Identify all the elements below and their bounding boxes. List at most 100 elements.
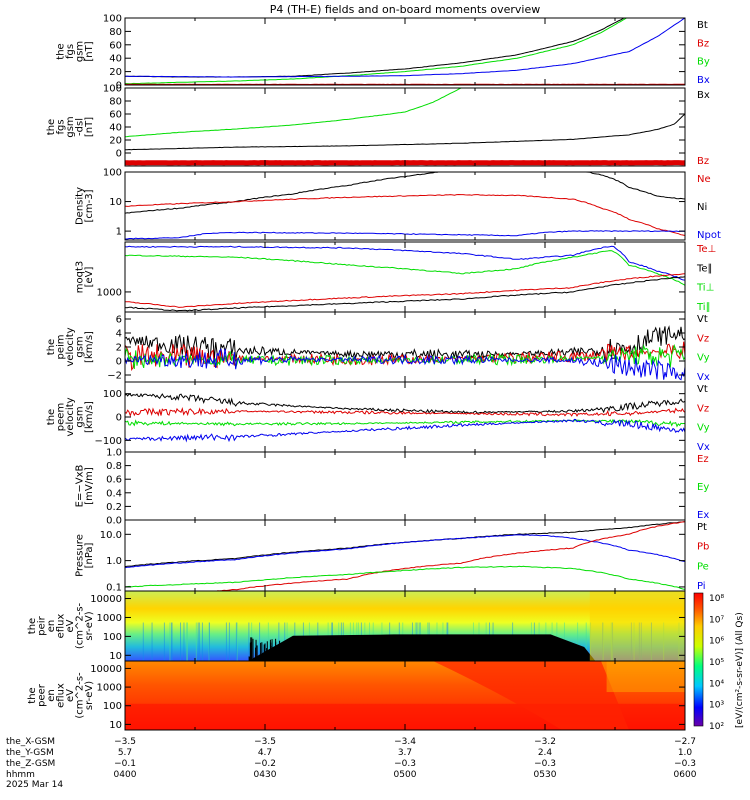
- y-label-line: the: [56, 43, 67, 59]
- ephem-value: −0.3: [534, 759, 556, 769]
- y-label-line: eflux: [56, 683, 67, 708]
- y-tick-label: 0.1: [106, 582, 122, 593]
- y-tick-label: 2: [116, 343, 122, 354]
- y-tick-label: 80: [109, 97, 122, 108]
- ephem-value: 2.4: [538, 748, 553, 758]
- legend-entry: Pt: [697, 522, 707, 533]
- y-label-line: en: [46, 689, 57, 702]
- panel-pressure: 10.0 1.0 0.1 Pressure[nPa] Pt Pb Pe Pi: [75, 519, 709, 593]
- spectrogram-region: [433, 661, 629, 730]
- ephem-value: −3.4: [394, 737, 416, 747]
- y-axis-label: moqt3[eV]: [75, 261, 96, 294]
- series-Pt: [125, 521, 685, 568]
- series-group: [125, 18, 685, 85]
- legend-entry: Vt: [697, 314, 708, 325]
- y-label-line: eV: [65, 689, 76, 702]
- y-tick-label: 4: [116, 329, 122, 340]
- legend-entry: Te∥: [696, 263, 713, 274]
- ephem-value: 4.7: [258, 748, 272, 758]
- ephemeris-block: 2025 Mar 14 the_X-GSM −3.5 −3.5 −3.4 −3.2 −2.…: [6, 737, 697, 790]
- y-label-line: [nPa]: [84, 542, 95, 568]
- y-tick-label: 80: [109, 27, 122, 38]
- legend: Pt Pb Pe Pi: [697, 522, 709, 592]
- legend-entry: Vx: [697, 372, 710, 383]
- y-label-line: the: [46, 339, 57, 355]
- series-group: [125, 245, 685, 312]
- ephem-value: −0.3: [394, 759, 416, 769]
- y-label-line: peir: [37, 615, 48, 635]
- y-label-line: Density: [75, 187, 86, 225]
- y-axis-label: Pressure[nPa]: [75, 534, 96, 577]
- ephem-value: 0600: [674, 770, 697, 780]
- legend-entry: Bx: [697, 75, 710, 86]
- panel-peer_en_eflux: 10000 1000 100 10 thepeerenefluxeV(cm^2-s-sr…: [27, 660, 686, 731]
- y-label-line: the: [27, 687, 38, 703]
- legend-entry: Ez: [697, 454, 709, 465]
- y-tick-label: 0.6: [106, 475, 122, 486]
- y-label-line: moqt3: [75, 261, 86, 294]
- y-label-line: [km/s]: [84, 331, 95, 363]
- legend-entry: Vz: [697, 333, 709, 344]
- colorbar-label: 10⁸: [709, 594, 724, 604]
- y-tick-label: 0: [116, 81, 122, 92]
- y-label-line: gsm: [75, 41, 86, 62]
- spectrogram-region: [589, 591, 685, 661]
- legend: Ez Ey Ex: [697, 454, 709, 521]
- y-label-line: eV: [65, 619, 76, 632]
- series-Vx: [125, 348, 685, 381]
- y-tick-label: 10: [109, 651, 122, 662]
- series-By: [125, 18, 628, 85]
- y-label-line: sr-eV): [84, 611, 95, 640]
- y-label-line: sr-eV): [84, 681, 95, 710]
- legend-entry: Vy: [697, 423, 710, 434]
- series-Pe: [125, 565, 685, 590]
- y-tick-label: 40: [109, 123, 122, 134]
- y-tick-label: 0.4: [106, 488, 122, 499]
- colorbar-label: 10³: [709, 701, 724, 711]
- y-tick-label: 20: [109, 136, 122, 147]
- y-tick-label: 0.2: [106, 502, 122, 513]
- y-label-line: [nT]: [84, 41, 95, 61]
- y-tick-label: 100: [103, 389, 122, 400]
- y-label-line: fgs: [56, 119, 67, 134]
- legend-entry: Vx: [697, 442, 710, 453]
- legend: Vt Vz Vy Vx: [697, 384, 710, 453]
- series-Bx: [125, 113, 685, 151]
- y-label-line: fgs: [65, 44, 76, 59]
- y-tick-label: 10: [109, 720, 122, 731]
- y-label-line: gsm: [75, 406, 86, 427]
- panel-frame: [124, 171, 686, 241]
- legend-entry: Bz: [697, 38, 709, 49]
- series-Vz: [125, 341, 685, 372]
- y-tick-label: 1000: [97, 613, 122, 624]
- legend-entry: Ne: [697, 174, 711, 185]
- ephem-value: 0400: [114, 770, 137, 780]
- y-label-line: the: [27, 618, 38, 634]
- panel-frame: [124, 17, 686, 86]
- y-label-line: [eV]: [84, 267, 95, 288]
- y-tick-label: 100: [103, 632, 122, 643]
- series-Vx: [125, 418, 685, 443]
- legend-entry: Vz: [697, 403, 709, 414]
- panel-frame: [124, 311, 686, 383]
- y-label-line: [km/s]: [84, 401, 95, 433]
- ephem-value: 5.7: [118, 748, 132, 758]
- y-label-line: velocity: [65, 327, 76, 366]
- legend-entry: Ey: [697, 482, 709, 493]
- legend-entry: By: [697, 57, 710, 68]
- series-Bt: [125, 18, 625, 78]
- spectrogram-nodata: [248, 634, 596, 661]
- colorbar-bar: [693, 592, 704, 727]
- legend: Bx Bz: [697, 90, 710, 167]
- series-Vz: [125, 407, 685, 417]
- y-label-line: (cm^2-s-: [75, 672, 86, 719]
- legend-entry: Ti⊥: [696, 283, 714, 294]
- y-label-line: peer: [37, 683, 48, 707]
- y-label-line: eflux: [56, 614, 67, 639]
- y-label-line: (cm^2-s-: [75, 602, 86, 649]
